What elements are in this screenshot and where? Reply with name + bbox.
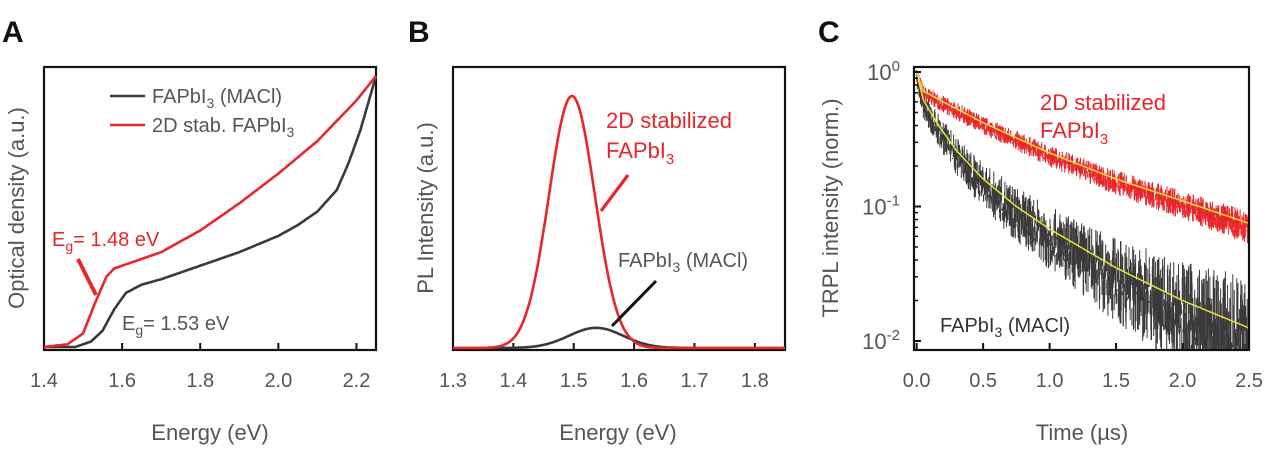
panel-a-xtick-label-1: 1.6	[108, 370, 136, 392]
panel-c-frame	[912, 65, 1251, 352]
panel-a-legend: FAPbI3 (MACl) 2D stab. FAPbI3	[110, 86, 295, 140]
panel-a-xtick-label-3: 2.0	[264, 370, 292, 392]
panel-c-xtick-label-1: 0.5	[969, 370, 997, 392]
panel-a-frame	[42, 65, 378, 352]
panel-b-xtick-label-3: 1.6	[620, 370, 648, 392]
panel-c-series-2d-fit	[915, 71, 1249, 225]
panel-b-xlabel: Energy (eV)	[559, 420, 676, 445]
panel-b-ylabel: PL Intensity (a.u.)	[413, 122, 438, 294]
panel-b-annotation-macl: FAPbI3 (MACl)	[618, 250, 748, 275]
legend-label-2d: 2D stab. FAPbI3	[152, 115, 295, 140]
panel-b-xtick-label-0: 1.3	[439, 370, 467, 392]
panel-a-xtick-label-4: 2.2	[343, 370, 371, 392]
panel-c-ytick-label-1: 10-1	[862, 193, 900, 220]
panel-b-annotation-2d: 2D stabilized FAPbI3	[606, 108, 732, 168]
panel-c-series-macl-fit	[915, 71, 1249, 329]
panel-c-ylabel: TRPL intensity (norm.)	[818, 98, 843, 317]
panel-b-xtick-label-4: 1.7	[681, 370, 709, 392]
panel-a-annotation-eg-2d-pointer	[76, 258, 98, 296]
panel-b-letter: B	[408, 16, 430, 49]
panel-b: B PL Intensity (a.u.) Energy (eV) 1.3 1.4…	[408, 16, 787, 445]
panel-b-annotation-macl-pointer	[610, 279, 658, 328]
panel-c: C TRPL intensity (norm.) Time (µs) 0.0 0.…	[818, 16, 1263, 445]
panel-a-annotation-eg-macl: Eg= 1.53 eV	[122, 313, 230, 338]
panel-c-xtick-label-3: 1.5	[1102, 370, 1130, 392]
panel-b-annotation-2d-pointer	[599, 174, 630, 212]
legend-label-macl: FAPbI3 (MACl)	[152, 86, 282, 111]
panel-a-ylabel: Optical density (a.u.)	[4, 107, 29, 309]
panel-b-xtick-label-5: 1.8	[741, 370, 769, 392]
panel-c-annotation-macl: FAPbI3 (MACl)	[940, 315, 1070, 340]
panel-c-xtick-label-4: 2.0	[1169, 370, 1197, 392]
panel-c-annotation-2d: 2D stabilized FAPbI3	[1040, 90, 1166, 148]
panel-a-xtick-label-2: 1.8	[186, 370, 214, 392]
panel-a-xlabel: Energy (eV)	[151, 420, 268, 445]
panel-c-xtick-label-5: 2.5	[1235, 370, 1263, 392]
panel-a-series-macl-line	[44, 75, 378, 349]
panel-b-xtick-label-1: 1.4	[499, 370, 527, 392]
panel-b-series-2d-line	[453, 94, 785, 350]
panel-c-xlabel: Time (µs)	[1036, 420, 1129, 445]
panel-c-xtick-label-0: 0.0	[903, 370, 931, 392]
panel-a-xtick-label-0: 1.4	[30, 370, 58, 392]
panel-b-xtick-label-2: 1.5	[560, 370, 588, 392]
panel-c-letter: C	[818, 16, 840, 49]
panel-a-series-2d-line	[43, 75, 377, 349]
panel-a-letter: A	[2, 16, 24, 49]
panel-c-ytick-label-0: 100	[867, 58, 900, 85]
panel-b-frame	[451, 65, 787, 352]
panel-a-annotation-eg-2d: Eg= 1.48 eV	[52, 229, 160, 254]
panel-a: A Optical density (a.u.) Energy (eV) 1.4…	[2, 16, 378, 445]
panel-c-xtick-label-2: 1.0	[1036, 370, 1064, 392]
panel-c-ytick-label-2: 10-2	[862, 327, 900, 354]
